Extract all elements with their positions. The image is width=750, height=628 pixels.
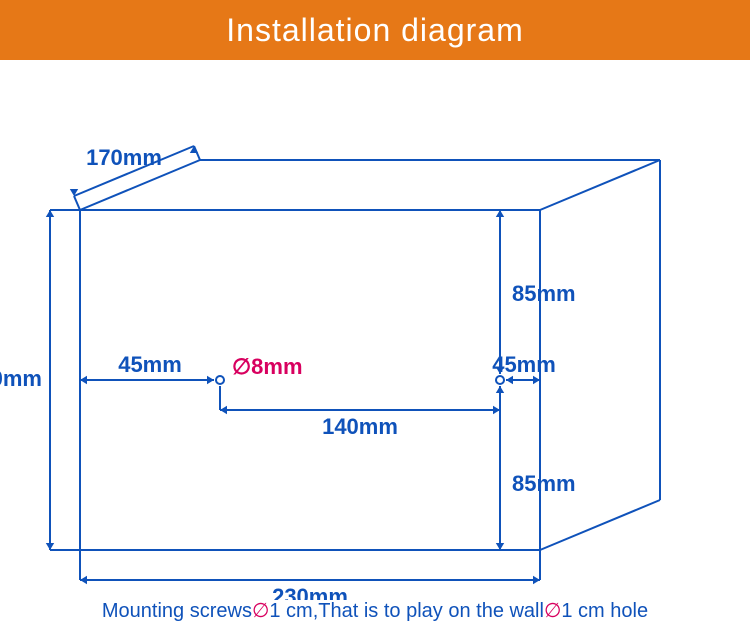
header-bar: Installation diagram	[0, 0, 750, 60]
svg-text:85mm: 85mm	[512, 281, 576, 306]
footer-note: Mounting screws∅1 cm,That is to play on …	[0, 598, 750, 623]
footer-sym-2: ∅	[544, 600, 561, 622]
footer-text-2: 1 cm,That is to play on the wall	[269, 600, 544, 622]
footer-sym-1: ∅	[252, 600, 269, 622]
svg-text:170mm: 170mm	[86, 145, 162, 170]
footer-text-3: 1 cm hole	[561, 600, 648, 622]
installation-diagram: 170mm170mm230mm45mm45mm∅8mm140mm85mm85mm	[0, 60, 750, 600]
svg-text:45mm: 45mm	[118, 352, 182, 377]
svg-text:85mm: 85mm	[512, 471, 576, 496]
svg-text:45mm: 45mm	[492, 352, 556, 377]
svg-text:170mm: 170mm	[0, 366, 42, 391]
header-title: Installation diagram	[226, 12, 523, 49]
svg-text:∅8mm: ∅8mm	[232, 354, 303, 379]
footer-text-1: Mounting screws	[102, 600, 252, 622]
svg-text:140mm: 140mm	[322, 414, 398, 439]
